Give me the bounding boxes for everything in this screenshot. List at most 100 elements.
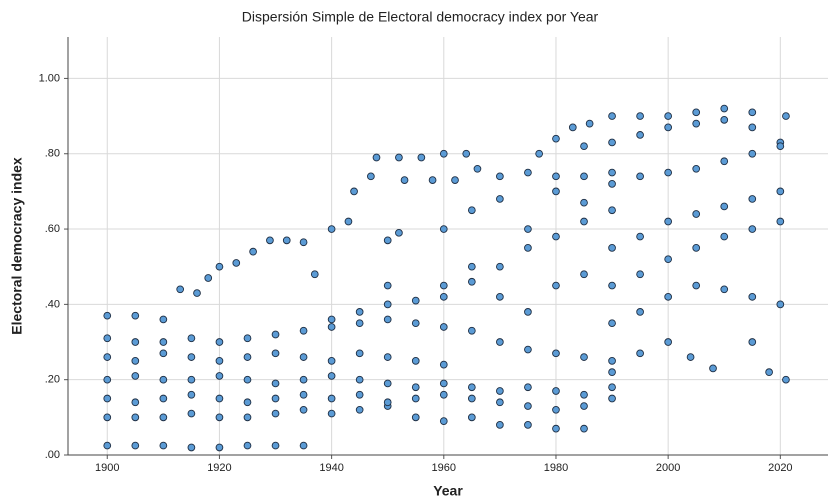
point — [131, 372, 140, 380]
chart-title: Dispersión Simple de Electoral democracy… — [242, 9, 599, 25]
point — [310, 270, 319, 279]
point — [664, 255, 672, 264]
point — [395, 153, 403, 162]
point — [524, 383, 532, 392]
point — [524, 402, 532, 410]
point — [720, 202, 729, 211]
point — [327, 225, 336, 233]
x-tick-label: 2020 — [768, 462, 792, 474]
point — [585, 119, 594, 128]
point — [552, 187, 560, 196]
point — [608, 281, 616, 290]
point — [664, 292, 672, 301]
point — [344, 217, 353, 226]
point — [496, 398, 504, 407]
point — [159, 315, 168, 324]
point — [400, 176, 409, 184]
point — [552, 349, 560, 358]
point — [580, 270, 588, 279]
point — [176, 285, 185, 294]
point — [243, 375, 252, 384]
point — [372, 153, 381, 162]
point — [103, 353, 112, 361]
point — [417, 153, 426, 162]
point — [748, 292, 757, 301]
point — [131, 413, 140, 422]
point — [215, 338, 224, 346]
point — [187, 375, 196, 384]
point — [552, 134, 560, 143]
y-tick-label: .40 — [45, 298, 60, 310]
point — [159, 441, 168, 450]
point — [383, 379, 392, 388]
point — [636, 349, 644, 358]
point — [776, 300, 785, 309]
point — [439, 360, 448, 369]
point — [187, 409, 196, 418]
point — [608, 319, 616, 328]
point — [327, 315, 336, 324]
point — [636, 112, 644, 120]
point — [580, 142, 588, 151]
point — [103, 441, 112, 450]
point — [411, 357, 420, 365]
point — [608, 180, 616, 188]
point — [552, 281, 560, 290]
x-axis-label: Year — [433, 483, 463, 499]
point — [608, 383, 616, 392]
point — [187, 443, 196, 452]
point — [692, 164, 701, 173]
point — [608, 357, 616, 365]
point — [271, 441, 280, 450]
point — [467, 206, 476, 215]
point — [395, 228, 403, 237]
x-tick-label: 1920 — [207, 462, 231, 474]
point — [299, 353, 308, 361]
point — [748, 225, 757, 233]
point — [327, 409, 336, 418]
point — [552, 387, 560, 395]
point — [568, 123, 577, 132]
point — [776, 217, 785, 226]
point — [428, 176, 437, 184]
point — [664, 338, 672, 346]
point — [299, 441, 308, 450]
point — [215, 394, 224, 403]
point — [580, 198, 588, 207]
point — [411, 413, 420, 422]
point — [439, 323, 448, 331]
point — [243, 441, 252, 450]
point — [720, 104, 729, 113]
point — [776, 187, 785, 196]
point — [439, 379, 448, 388]
point — [580, 217, 588, 226]
point — [282, 236, 291, 245]
point — [243, 334, 252, 343]
point — [608, 368, 616, 377]
point — [524, 225, 532, 233]
point — [496, 195, 504, 203]
point — [473, 164, 482, 173]
point — [496, 262, 504, 271]
point — [350, 187, 358, 196]
point — [439, 281, 448, 290]
point — [467, 394, 476, 403]
point — [608, 244, 616, 252]
point — [215, 443, 224, 452]
point — [131, 441, 140, 450]
point — [580, 172, 588, 181]
point — [215, 357, 224, 365]
point — [131, 357, 140, 365]
point — [383, 398, 392, 407]
point — [467, 383, 476, 392]
point — [552, 424, 560, 433]
point — [383, 315, 392, 324]
y-tick-label: .60 — [45, 223, 60, 235]
point — [131, 338, 140, 346]
point — [327, 394, 336, 403]
point — [299, 405, 308, 414]
point — [193, 289, 201, 297]
point — [720, 157, 729, 166]
point — [271, 330, 280, 339]
